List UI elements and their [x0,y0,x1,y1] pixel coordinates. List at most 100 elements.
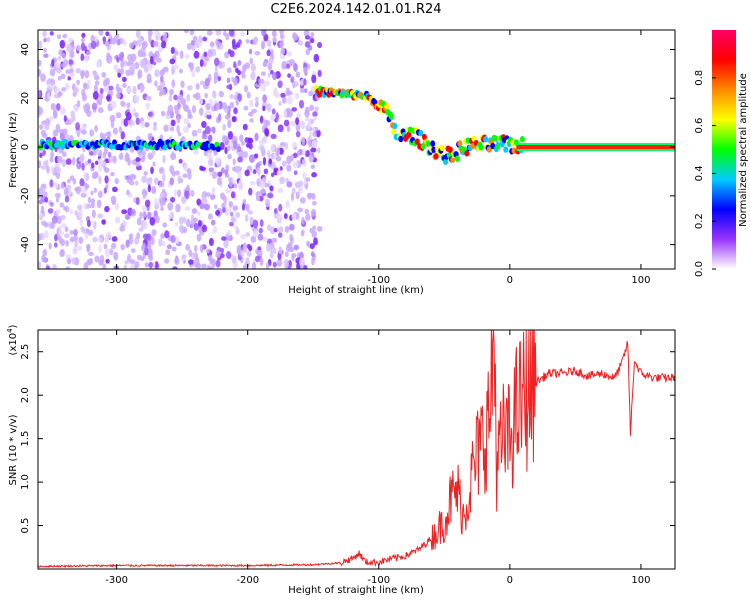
noise-speckle [129,263,135,269]
noise-speckle [292,142,297,148]
noise-speckle [297,40,303,46]
noise-speckle [99,87,104,95]
noise-speckle [228,30,235,37]
noise-speckle [285,243,292,252]
noise-speckle [217,113,222,122]
noise-speckle [295,130,301,138]
noise-speckle [229,211,234,217]
noise-speckle [135,117,140,125]
noise-speckle [73,86,79,94]
noise-speckle [148,261,153,269]
noise-speckle [163,124,169,132]
noise-speckle [158,91,163,97]
noise-speckle [143,65,149,73]
noise-speckle [104,175,109,184]
noise-speckle [189,190,194,196]
noise-speckle [135,30,141,39]
noise-speckle [80,71,85,80]
noise-speckle [271,108,276,115]
noise-speckle [193,222,199,231]
noise-speckle [279,30,284,36]
noise-speckle [91,102,98,111]
noise-speckle [60,73,66,80]
noise-speckle [152,148,156,156]
noise-speckle [106,52,111,60]
noise-speckle [49,31,54,36]
noise-speckle [135,157,141,163]
noise-speckle [104,236,110,243]
noise-speckle [224,135,228,142]
noise-speckle [272,247,277,255]
noise-speckle [145,95,152,101]
noise-speckle [293,81,299,87]
noise-speckle [243,105,249,111]
noise-speckle [45,159,49,168]
noise-speckle [86,219,91,228]
noise-speckle [263,135,268,144]
noise-speckle [169,177,175,186]
spectrogram-x-tick-label: -200 [236,275,259,286]
noise-speckle [68,59,74,65]
noise-speckle [38,106,44,115]
noise-speckle [142,193,147,200]
noise-speckle [76,100,81,108]
noise-speckle [154,69,160,78]
noise-speckle [121,209,128,215]
noise-speckle [104,205,110,213]
snr-x-tick-label: 100 [631,575,650,586]
noise-speckle [277,80,283,89]
noise-speckle [115,112,122,119]
noise-speckle [65,158,72,165]
noise-speckle [225,188,232,194]
noise-speckle [225,33,230,41]
noise-speckle [114,216,121,224]
noise-speckle [220,167,225,174]
noise-speckle [187,122,191,129]
noise-speckle [259,140,265,146]
noise-speckle [269,185,274,192]
spectrogram-panel: -300 -200 -100 0 100 40 20 0 -20 -40 Height of s… [8,29,676,296]
trace-blob [162,144,168,151]
noise-speckle [150,166,154,175]
noise-speckle [66,43,72,53]
noise-speckle [76,44,82,52]
noise-speckle [140,59,147,69]
noise-speckle [291,107,298,112]
noise-speckle [314,106,319,112]
noise-speckle [98,175,102,185]
spectrogram-y-ticks: 40 20 0 -20 -40 [20,43,675,253]
noise-speckle [299,120,305,129]
trace-blob [433,153,439,160]
noise-speckle [135,161,141,167]
noise-speckle [246,250,252,257]
noise-speckle [58,49,63,56]
trace-blob [439,144,445,152]
noise-speckle [94,255,100,263]
noise-speckle [291,212,297,221]
noise-speckle [208,98,214,106]
noise-speckle [244,169,250,177]
noise-speckle [128,233,134,239]
noise-speckle [125,111,132,121]
noise-speckle [214,64,219,73]
noise-speckle [204,125,211,135]
trace-blob [398,135,404,143]
trace-tail-core [516,145,675,150]
noise-speckle [61,159,67,168]
noise-speckle [251,262,257,269]
noise-speckle [60,107,66,115]
noise-speckle [132,40,138,46]
noise-speckle [144,247,149,256]
noise-speckle [168,88,174,96]
noise-speckle [244,214,249,223]
noise-speckle [43,53,49,58]
noise-speckle [91,209,96,219]
noise-speckle [267,150,271,158]
noise-speckle [172,266,178,269]
noise-speckle [302,171,307,179]
noise-speckle [134,112,139,118]
noise-speckle [132,85,137,95]
noise-speckle [232,140,238,150]
noise-speckle [245,232,251,237]
noise-speckle [162,240,166,247]
